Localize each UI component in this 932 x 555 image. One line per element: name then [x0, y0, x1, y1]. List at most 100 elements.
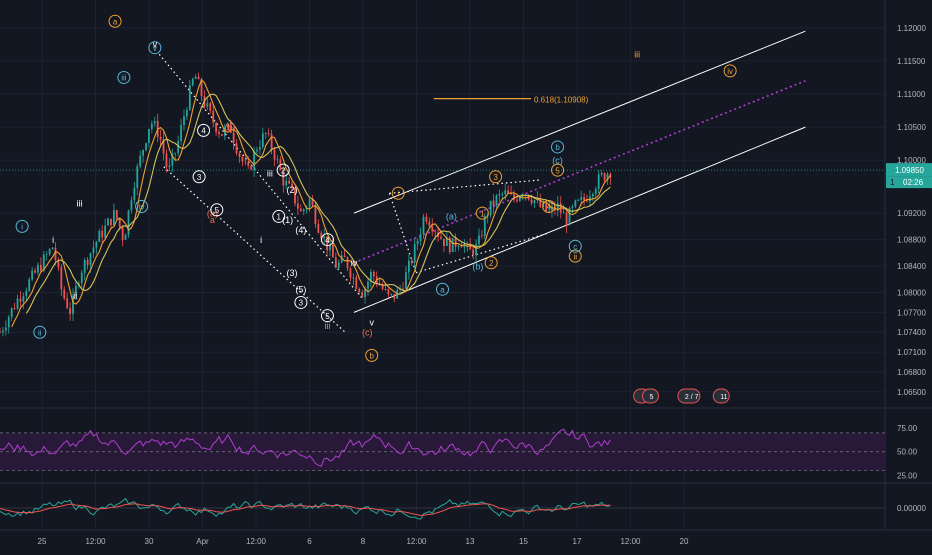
wave-label: iii — [634, 50, 640, 60]
wave-label: ii — [38, 328, 42, 337]
candle-body — [250, 165, 253, 170]
candle-body — [475, 243, 477, 256]
price-axis[interactable]: 1.12000 1.11500 1.11000 1.10500 1.10000 1.092… — [886, 24, 932, 397]
candle-body — [83, 259, 86, 273]
candle-body — [133, 187, 136, 201]
event-badge — [677, 388, 701, 404]
candle-body — [367, 281, 369, 289]
candle-body — [472, 249, 475, 256]
rsi-pane: 75.00 50.00 25.00 — [0, 424, 918, 480]
event-badge — [712, 388, 730, 404]
candle-body — [370, 271, 372, 282]
candle-body — [539, 198, 542, 207]
candle-body — [139, 155, 142, 167]
wave-label: 4 — [546, 203, 551, 212]
candle-body — [326, 236, 328, 251]
channel-upper — [353, 30, 806, 214]
candle-body — [296, 203, 299, 209]
wave-label: (4) — [295, 225, 306, 235]
wave-label: i — [260, 235, 262, 245]
wave-label: i — [397, 189, 399, 198]
candle-body — [57, 259, 60, 268]
candle-body — [317, 224, 320, 233]
candle-body — [232, 132, 235, 144]
wave-label: 5 — [325, 312, 330, 321]
candle-body — [22, 296, 25, 302]
price-tick-label: 1.08000 — [897, 289, 926, 298]
macd-line — [0, 497, 611, 520]
candle-body — [580, 197, 583, 200]
time-tick-label: 12:00 — [620, 537, 641, 546]
wave-label-circle — [320, 233, 334, 247]
fibonacci-level: 0.618(1.10908) — [0, 96, 885, 171]
candle-body — [454, 237, 457, 248]
candle-body — [165, 153, 168, 168]
wave-label: 5 — [215, 206, 220, 215]
candle-body — [63, 289, 66, 299]
candle-body — [261, 133, 264, 148]
time-tick-label: 12:00 — [246, 537, 267, 546]
candle-body — [571, 206, 574, 209]
wave-label-circle — [568, 239, 582, 253]
candle-body — [95, 241, 98, 248]
rsi-tick-label: 50.00 — [897, 448, 918, 457]
wave-label: (b) — [225, 122, 236, 132]
wave-label-circle — [551, 163, 565, 177]
wave-label-circle — [135, 200, 149, 213]
wave-label-circle — [15, 219, 29, 233]
event-badge — [641, 388, 659, 404]
event-marker[interactable]: 5 — [641, 388, 659, 404]
event-markers[interactable]: 5 2 / 7 11 — [633, 388, 730, 404]
wave-label-circle — [192, 170, 206, 184]
time-tick-label: 12:00 — [85, 537, 106, 546]
candle-body — [451, 237, 454, 253]
time-tick-label: 15 — [519, 537, 528, 546]
candle-body — [586, 200, 588, 202]
wave-label: i — [21, 223, 23, 232]
wave-label: ii — [73, 291, 77, 301]
candle-body — [177, 140, 180, 154]
candle-body — [577, 199, 580, 201]
wave-label-circle — [475, 206, 489, 220]
candle-body — [80, 272, 83, 284]
wave-label: a — [210, 215, 215, 225]
time-axis[interactable]: 25 12:00 30 Apr 12:00 6 8 12:00 13 15 17 12:00 20 — [38, 537, 689, 546]
wave-label: (1) — [282, 215, 293, 225]
candle-body — [159, 136, 162, 140]
candle-body — [69, 308, 71, 315]
candle-body — [413, 243, 416, 263]
candle-body — [551, 206, 553, 211]
candle-body — [603, 173, 606, 181]
candle-body — [402, 288, 404, 290]
price-tick-label: 1.08400 — [897, 262, 926, 271]
wave-label: 5 — [555, 166, 560, 175]
wave-label: 3 — [493, 173, 498, 182]
candle-body — [270, 134, 273, 150]
candle-body — [118, 218, 121, 228]
wave-trendline — [415, 232, 549, 274]
wave-label: b — [369, 352, 374, 361]
candle-body — [594, 189, 597, 195]
candle-body — [39, 264, 42, 271]
candle-body — [407, 260, 410, 273]
candle-body — [291, 183, 293, 188]
wave-label: c — [573, 242, 577, 251]
wave-label: (2) — [287, 185, 298, 195]
candle-body — [121, 227, 124, 240]
time-tick-label: 13 — [466, 537, 475, 546]
candle-body — [256, 149, 258, 152]
event-marker[interactable]: 2 / 7 — [677, 388, 701, 404]
candle-body — [606, 173, 609, 181]
candle-body — [460, 246, 463, 248]
candle-body — [7, 317, 10, 328]
wave-label: iii — [121, 74, 127, 83]
candle-body — [51, 247, 54, 250]
wave-label: (b) — [472, 261, 483, 271]
candle-body — [320, 232, 323, 239]
macd-tick-label: 0.00000 — [897, 504, 926, 513]
price-tick-label: 1.09200 — [897, 209, 926, 218]
candle-body — [294, 187, 296, 204]
event-marker[interactable]: 11 — [712, 388, 730, 404]
